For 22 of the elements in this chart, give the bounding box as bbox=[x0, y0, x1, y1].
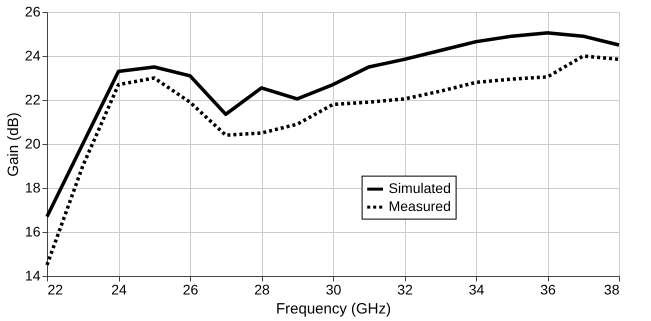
x-tick-label: 28 bbox=[254, 282, 270, 298]
line-series bbox=[45, 54, 621, 267]
y-tick-label: 14 bbox=[24, 268, 41, 284]
y-axis-title: Gain (dB) bbox=[4, 112, 22, 177]
legend-label: Simulated bbox=[388, 180, 451, 196]
x-axis-title: Frequency (GHz) bbox=[276, 300, 392, 318]
x-tick-label: 38 bbox=[604, 282, 620, 298]
x-tick-label: 22 bbox=[48, 282, 64, 298]
x-tick-label: 32 bbox=[397, 282, 413, 298]
y-tick-label: 18 bbox=[24, 180, 41, 196]
x-tick-label: 30 bbox=[326, 282, 342, 298]
x-tick-label: 24 bbox=[111, 282, 127, 298]
y-tick-label: 22 bbox=[24, 92, 41, 108]
y-tick-label: 20 bbox=[24, 136, 41, 152]
y-tick-label: 26 bbox=[24, 4, 41, 20]
x-tick-label: 26 bbox=[182, 282, 198, 298]
legend-label: Measured bbox=[388, 198, 451, 214]
y-tick-label: 16 bbox=[24, 224, 41, 240]
y-tick-label: 24 bbox=[24, 48, 41, 64]
x-tick-label: 36 bbox=[540, 282, 556, 298]
x-tick-label: 34 bbox=[468, 282, 484, 298]
line-series bbox=[45, 31, 621, 218]
